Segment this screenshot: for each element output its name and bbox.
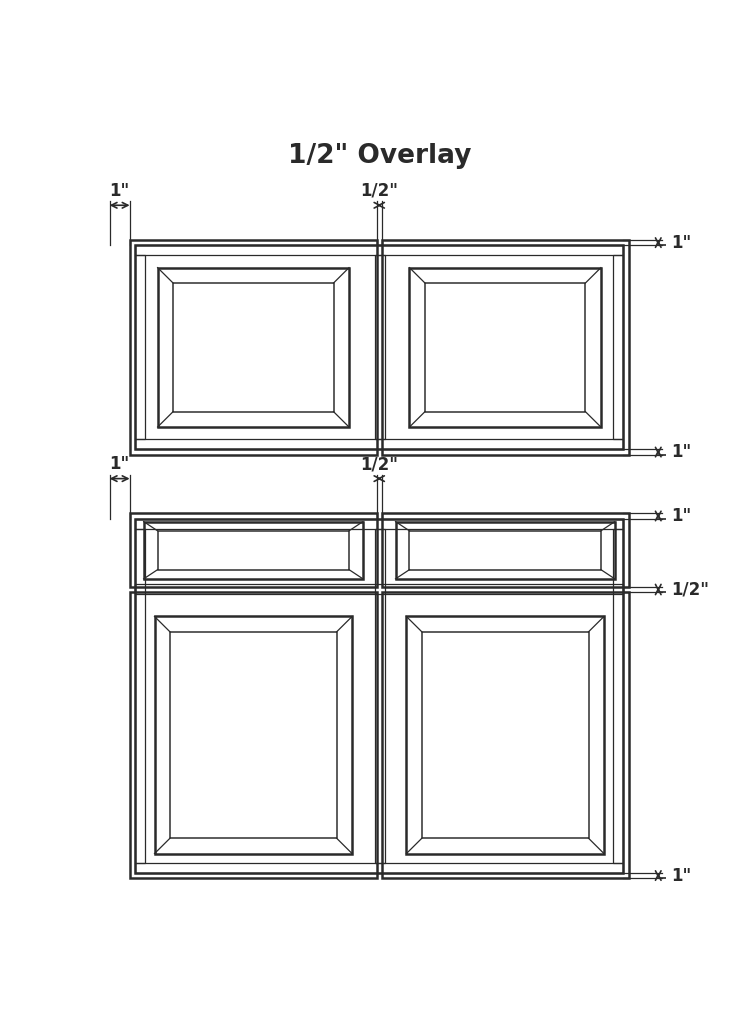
Bar xyxy=(425,283,585,412)
Bar xyxy=(135,255,145,439)
Bar xyxy=(374,255,385,439)
Bar xyxy=(613,255,623,439)
Bar xyxy=(382,240,629,455)
Text: 1": 1" xyxy=(110,456,130,473)
Bar xyxy=(135,584,623,594)
Bar xyxy=(158,530,349,569)
Bar xyxy=(130,592,377,879)
Bar xyxy=(130,240,377,455)
Text: 1/2": 1/2" xyxy=(360,182,398,200)
Bar xyxy=(395,521,615,579)
Bar xyxy=(382,513,629,587)
Bar xyxy=(135,863,623,872)
Bar xyxy=(144,521,363,579)
Bar xyxy=(173,283,334,412)
Text: 1/2": 1/2" xyxy=(360,456,398,473)
Text: 1/2": 1/2" xyxy=(671,581,710,598)
Bar xyxy=(170,632,337,839)
Text: 1": 1" xyxy=(671,443,692,461)
Bar xyxy=(409,267,601,427)
Bar xyxy=(135,519,623,528)
Bar xyxy=(409,530,601,569)
Bar xyxy=(135,519,623,872)
Bar xyxy=(158,267,349,427)
Text: 1": 1" xyxy=(110,182,130,200)
Bar xyxy=(155,616,352,854)
Bar xyxy=(382,592,629,879)
Text: 1/2" Overlay: 1/2" Overlay xyxy=(288,143,471,169)
Bar xyxy=(613,528,623,863)
Text: 1": 1" xyxy=(671,866,692,885)
Bar xyxy=(135,246,623,450)
Bar xyxy=(135,439,623,450)
Bar xyxy=(135,528,145,863)
Bar xyxy=(406,616,604,854)
Bar xyxy=(422,632,588,839)
Bar xyxy=(135,246,623,255)
Text: 1": 1" xyxy=(671,233,692,252)
Text: 1": 1" xyxy=(671,507,692,525)
Bar xyxy=(374,528,385,863)
Bar xyxy=(130,513,377,587)
